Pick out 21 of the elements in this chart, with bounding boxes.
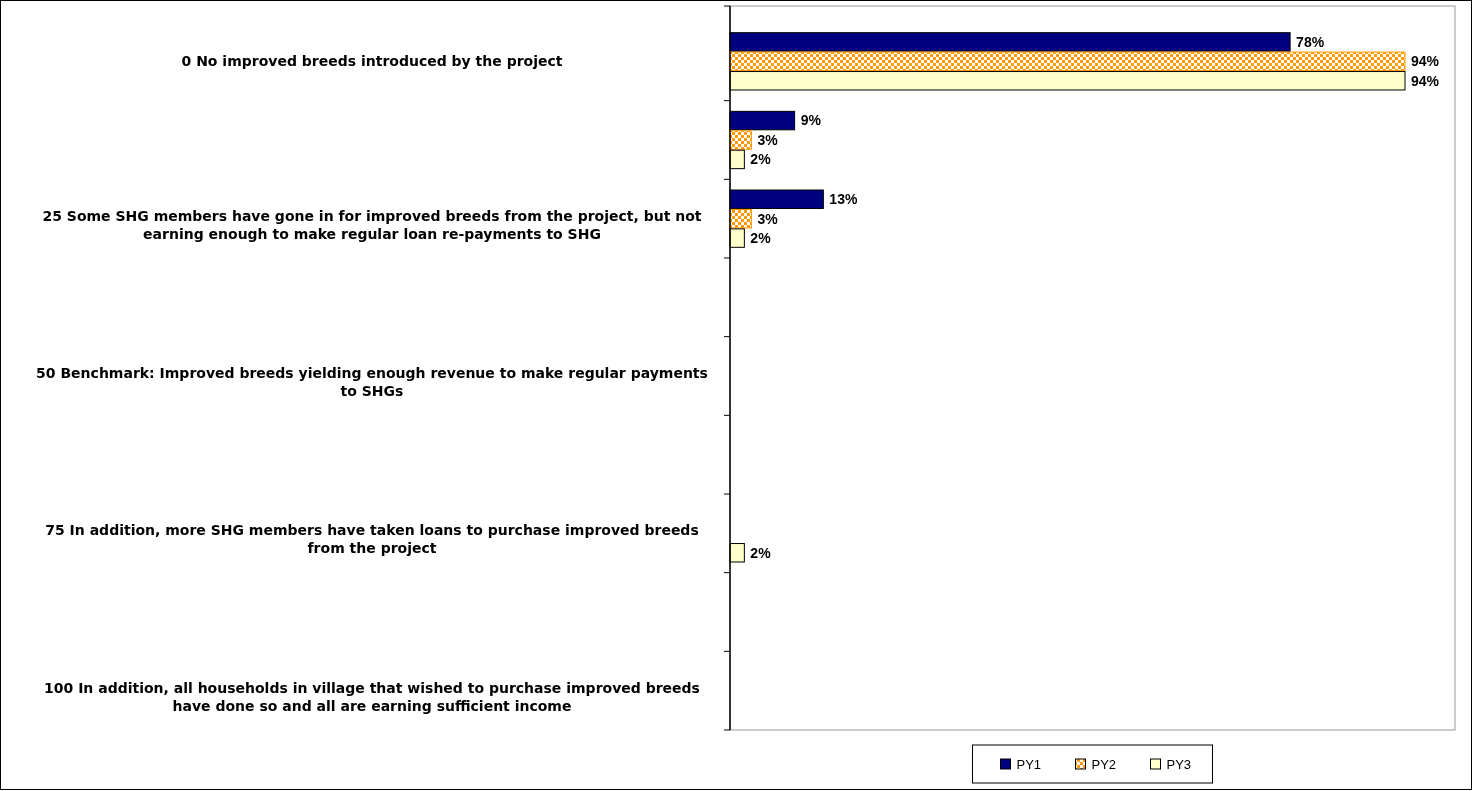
y-tick-label: 50 Benchmark: Improved breeds yielding enough revenue to make regular payments to SHGs	[36, 364, 708, 399]
legend-label: PY3	[1166, 756, 1192, 772]
data-label: 94%	[1411, 53, 1440, 70]
data-label: 2%	[750, 229, 772, 246]
legend-label: PY1	[1016, 756, 1042, 772]
bar	[729, 51, 1406, 72]
y-tick-label: 25 Some SHG members have gone in for improved breeds from the project, but not earning enough to make regular loan re-payments to SHG	[42, 207, 702, 242]
data-label: 2%	[750, 151, 772, 168]
y-tick-label: 75 In addition, more SHG members have taken loans to purchase improved breeds from the project	[45, 522, 699, 557]
data-label: 9%	[800, 112, 822, 129]
data-label: 78%	[1296, 33, 1325, 50]
bar	[729, 208, 753, 229]
legend-label: PY2	[1091, 756, 1117, 772]
data-label: 94%	[1411, 72, 1440, 89]
y-tick-label: 100 In addition, all households in village that wished to purchase improved breeds have done so and all are earning sufficient income	[44, 679, 700, 714]
data-label: 3%	[757, 210, 779, 227]
data-label: 2%	[750, 544, 772, 561]
data-label: 13%	[829, 191, 858, 208]
data-label: 3%	[757, 131, 779, 148]
bar	[729, 130, 753, 150]
y-tick-label: 0 No improved breeds introduced by the project	[181, 53, 563, 70]
